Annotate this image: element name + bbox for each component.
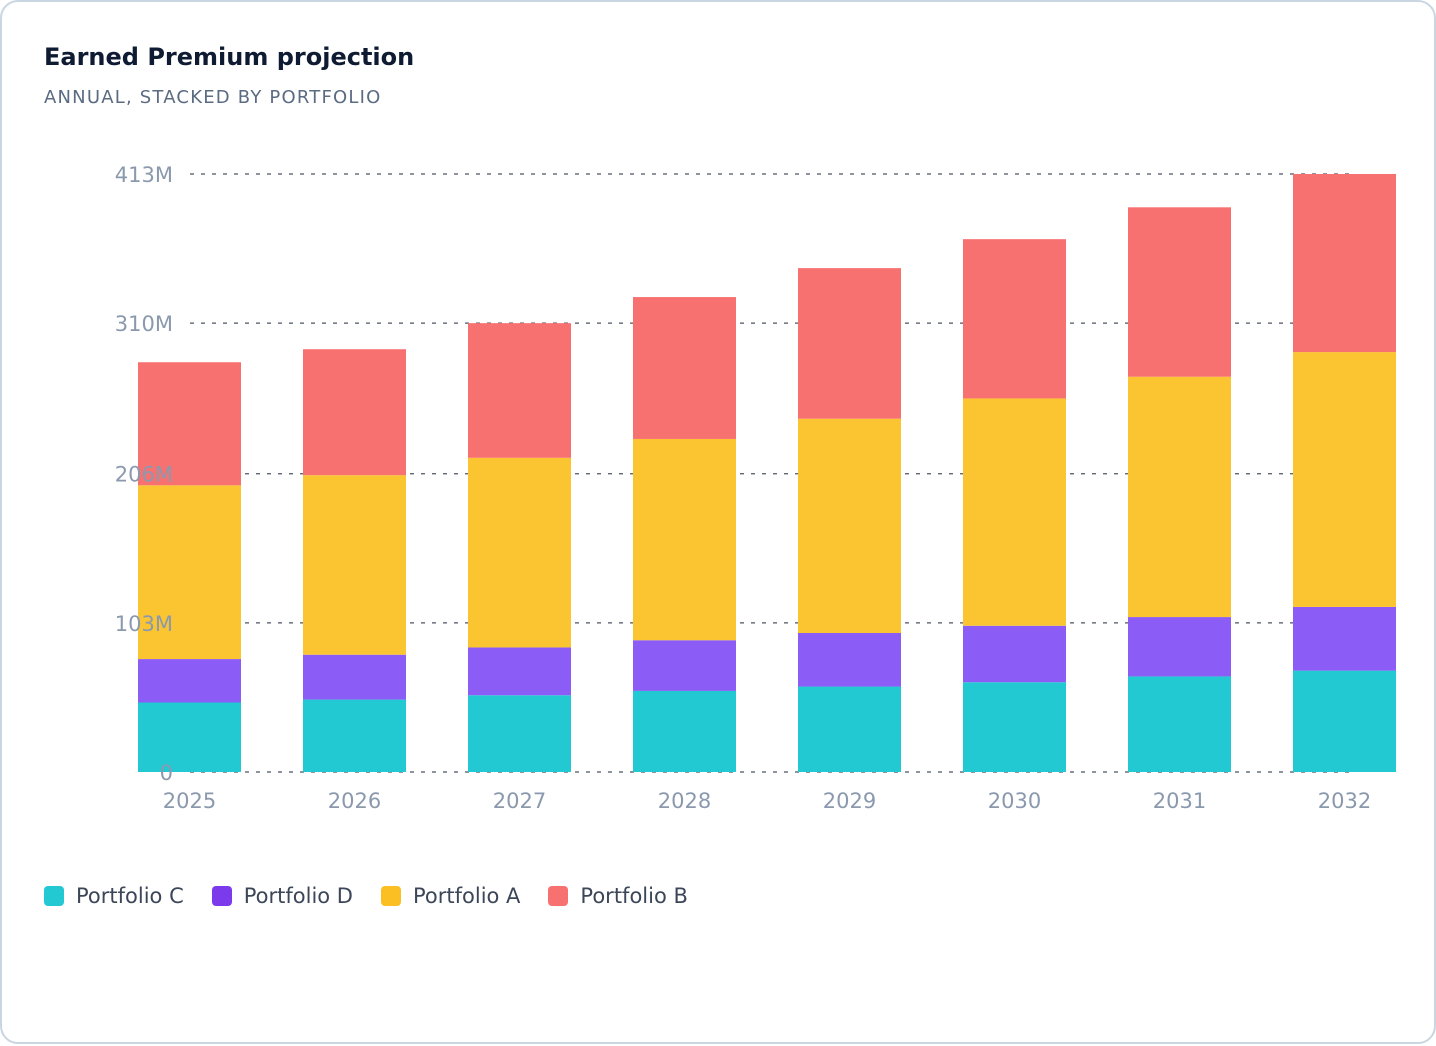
- y-tick-label: 310M: [115, 312, 173, 336]
- legend-swatch-portfolio-d: [211, 886, 232, 906]
- bar-segment-portfolio-b-2031[interactable]: [1128, 207, 1231, 377]
- bar-segment-portfolio-d-2029[interactable]: [798, 632, 901, 687]
- legend-swatch-portfolio-a: [380, 886, 401, 906]
- bar-segment-portfolio-b-2027[interactable]: [468, 323, 571, 458]
- bar-segment-portfolio-d-2027[interactable]: [468, 647, 571, 696]
- bar-segment-portfolio-a-2029[interactable]: [798, 418, 901, 633]
- bar-segment-portfolio-d-2030[interactable]: [963, 625, 1066, 683]
- bar-segment-portfolio-a-2025[interactable]: [138, 485, 241, 660]
- bar-segment-portfolio-c-2028[interactable]: [633, 690, 736, 772]
- legend-item-portfolio-d[interactable]: Portfolio D: [211, 884, 353, 908]
- legend-item-portfolio-b[interactable]: Portfolio B: [548, 884, 688, 908]
- bar-segment-portfolio-c-2032[interactable]: [1293, 670, 1396, 772]
- legend-label: Portfolio A: [412, 884, 521, 908]
- bar-segment-portfolio-b-2030[interactable]: [963, 239, 1066, 399]
- bar-segment-portfolio-d-2028[interactable]: [633, 640, 736, 691]
- x-tick-label: 2025: [163, 789, 216, 813]
- x-tick-label: 2032: [1318, 789, 1371, 813]
- bar-segment-portfolio-a-2028[interactable]: [633, 438, 736, 641]
- y-tick-label: 413M: [115, 163, 173, 187]
- legend-item-portfolio-a[interactable]: Portfolio A: [380, 884, 521, 908]
- bar-segment-portfolio-c-2029[interactable]: [798, 686, 901, 772]
- chart-title: Earned Premium projection: [44, 43, 415, 71]
- bar-segment-portfolio-a-2030[interactable]: [963, 398, 1066, 626]
- y-tick-label: 206M: [115, 463, 173, 487]
- bar-segment-portfolio-d-2025[interactable]: [138, 659, 241, 703]
- legend-label: Portfolio D: [243, 884, 353, 908]
- legend-swatch-portfolio-c: [44, 886, 64, 906]
- bar-segment-portfolio-b-2032[interactable]: [1293, 174, 1396, 353]
- bar-segment-portfolio-b-2025[interactable]: [138, 362, 241, 486]
- legend-label: Portfolio B: [580, 884, 688, 908]
- legend-swatch-portfolio-b: [548, 886, 569, 906]
- bar-segment-portfolio-d-2026[interactable]: [303, 654, 406, 700]
- bar-segment-portfolio-c-2030[interactable]: [963, 682, 1066, 772]
- bar-segment-portfolio-a-2031[interactable]: [1128, 376, 1231, 618]
- bar-segment-portfolio-c-2031[interactable]: [1128, 676, 1231, 772]
- y-tick-label: 103M: [115, 612, 173, 636]
- bar-segment-portfolio-a-2026[interactable]: [303, 475, 406, 655]
- x-tick-label: 2027: [493, 789, 546, 813]
- bar-segment-portfolio-b-2028[interactable]: [633, 297, 736, 439]
- x-tick-label: 2028: [658, 789, 711, 813]
- bar-segment-portfolio-c-2025[interactable]: [138, 702, 241, 772]
- bar-segment-portfolio-a-2032[interactable]: [1293, 352, 1396, 607]
- bar-segment-portfolio-b-2026[interactable]: [303, 349, 406, 476]
- x-tick-label: 2030: [988, 789, 1041, 813]
- y-tick-label: 0: [160, 761, 173, 785]
- bar-segment-portfolio-a-2027[interactable]: [468, 457, 571, 648]
- bar-segment-portfolio-c-2026[interactable]: [303, 699, 406, 772]
- legend-label: Portfolio C: [76, 884, 184, 908]
- legend-item-portfolio-c[interactable]: Portfolio C: [44, 884, 184, 908]
- chart-legend: Portfolio C Portfolio D Portfolio A Port…: [44, 884, 688, 908]
- chart-subtitle: ANNUAL, STACKED BY PORTFOLIO: [44, 87, 382, 108]
- bar-segment-portfolio-c-2027[interactable]: [468, 695, 571, 772]
- x-tick-label: 2029: [823, 789, 876, 813]
- bar-segment-portfolio-b-2029[interactable]: [798, 268, 901, 419]
- bar-segment-portfolio-d-2032[interactable]: [1293, 606, 1396, 671]
- x-tick-label: 2026: [328, 789, 381, 813]
- bar-segment-portfolio-d-2031[interactable]: [1128, 617, 1231, 677]
- x-tick-label: 2031: [1153, 789, 1206, 813]
